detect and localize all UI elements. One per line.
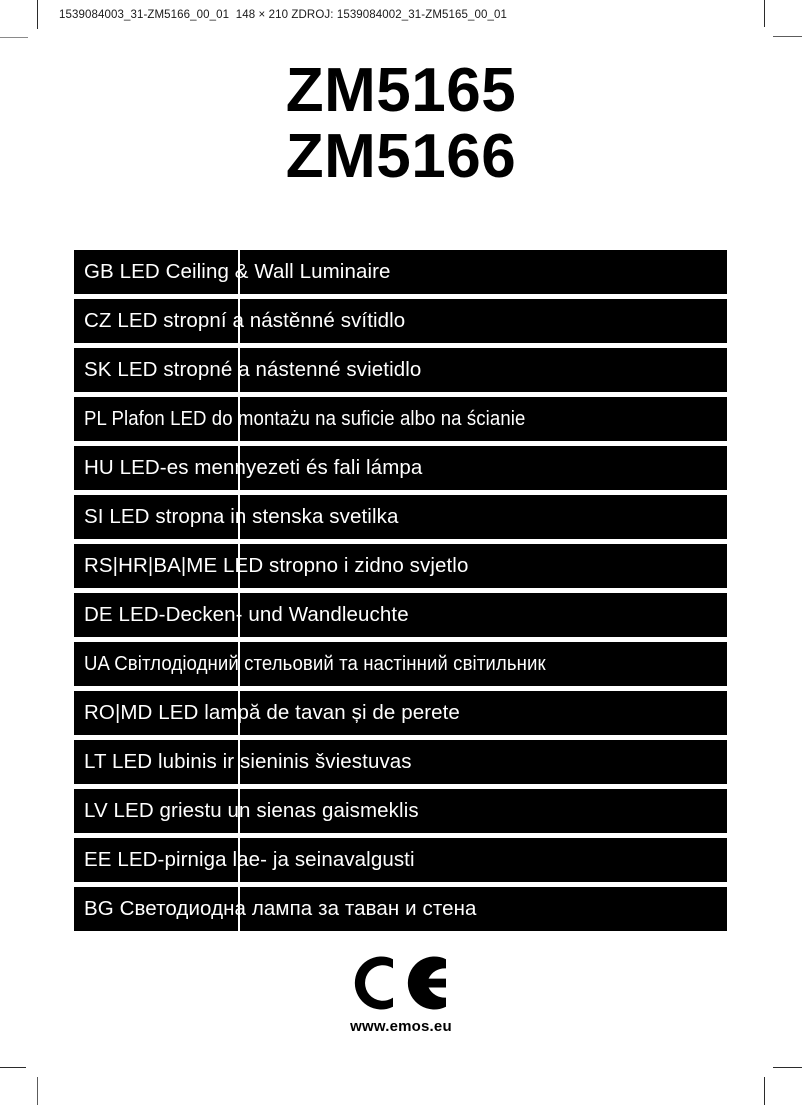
page-title: ZM5165 ZM5166 (0, 58, 802, 190)
table-row: HU LED-es mennyezeti és fali lámpa (74, 446, 727, 490)
registration-fold-line (238, 250, 240, 936)
language-row-label: LT LED lubinis ir sieninis šviestuvas (84, 750, 412, 773)
language-row-label: RS|HR|BA|ME LED stropno i zidno svjetlo (84, 554, 469, 577)
crop-mark-top-right-horizontal (773, 36, 802, 37)
language-row-label: PL Plafon LED do montażu na suficie albo… (84, 407, 526, 430)
table-row: RS|HR|BA|ME LED stropno i zidno svjetlo (74, 544, 727, 588)
table-row: RO|MD LED lampă de tavan și de perete (74, 691, 727, 735)
table-row: GB LED Ceiling & Wall Luminaire (74, 250, 727, 294)
table-row: SI LED stropna in stenska svetilka (74, 495, 727, 539)
crop-mark-top-left-vertical (37, 0, 38, 29)
language-row-label: SK LED stropné a nástenné svietidlo (84, 358, 422, 381)
language-row-label: RO|MD LED lampă de tavan și de perete (84, 701, 460, 724)
language-row-label: DE LED-Decken- und Wandleuchte (84, 603, 409, 626)
table-row: BG Светодиодна лампа за таван и стена (74, 887, 727, 931)
table-row: LV LED griestu un sienas gaismeklis (74, 789, 727, 833)
table-row: SK LED stropné a nástenné svietidlo (74, 348, 727, 392)
language-row-label: CZ LED stropní a nástěnné svítidlo (84, 309, 406, 332)
language-row-label: SI LED stropna in stenska svetilka (84, 505, 399, 528)
table-row: DE LED-Decken- und Wandleuchte (74, 593, 727, 637)
language-row-label: LV LED griestu un sienas gaismeklis (84, 799, 419, 822)
language-row-label: BG Светодиодна лампа за таван и стена (84, 897, 477, 920)
product-code-secondary: ZM5166 (285, 122, 517, 191)
table-row: EE LED-pirniga lae- ja seinavalgusti (74, 838, 727, 882)
table-row: PL Plafon LED do montażu na suficie albo… (74, 397, 727, 441)
crop-mark-top-left-horizontal (0, 37, 28, 38)
product-code-primary: ZM5165 (285, 56, 517, 125)
footer-url: www.emos.eu (350, 1018, 452, 1035)
language-row-label: UA Світлодіодний стельовий та настінний … (84, 652, 546, 675)
table-row: CZ LED stropní a nástěnné svítidlo (74, 299, 727, 343)
table-row: LT LED lubinis ir sieninis šviestuvas (74, 740, 727, 784)
crop-mark-bottom-left-vertical (37, 1077, 38, 1105)
crop-mark-bottom-left-horizontal (0, 1067, 26, 1068)
language-table: GB LED Ceiling & Wall Luminaire CZ LED s… (74, 250, 727, 936)
table-row: UA Світлодіодний стельовий та настінний … (74, 642, 727, 686)
language-row-label: HU LED-es mennyezeti és fali lámpa (84, 456, 423, 479)
language-row-label: GB LED Ceiling & Wall Luminaire (84, 260, 391, 283)
crop-mark-bottom-right-vertical (764, 1077, 765, 1105)
prepress-slug: 1539084003_31-ZM5166_00_01 148 × 210 ZDR… (59, 9, 507, 21)
crop-mark-bottom-right-horizontal (773, 1067, 802, 1068)
crop-mark-top-right-vertical (764, 0, 765, 27)
language-row-label: EE LED-pirniga lae- ja seinavalgusti (84, 848, 415, 871)
ce-mark-icon (0, 952, 802, 1014)
